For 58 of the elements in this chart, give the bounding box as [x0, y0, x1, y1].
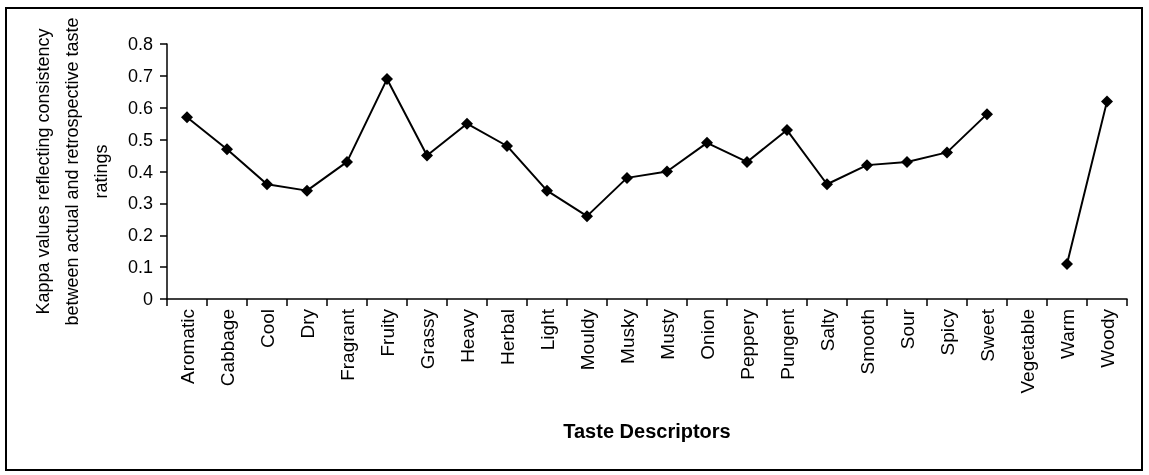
y-tick-label: 0.3 — [127, 193, 153, 214]
x-tick-label: Dry — [296, 308, 318, 339]
x-tick-label: Fruity — [376, 308, 398, 357]
point — [501, 140, 513, 152]
x-tick-label: Musky — [616, 308, 638, 364]
point — [301, 184, 313, 197]
x-tick-label: Sour — [896, 308, 918, 350]
x-tick-label: Warm — [1056, 309, 1078, 359]
point — [741, 155, 753, 168]
y-tick-label: 0.7 — [127, 65, 153, 86]
point — [581, 210, 593, 223]
point — [621, 171, 633, 184]
point — [821, 178, 833, 191]
y-tick-label: 0 — [142, 289, 153, 309]
point — [661, 165, 673, 178]
x-tick-label: Mouldy — [576, 308, 598, 371]
y-tick-label: 0.6 — [127, 97, 153, 118]
point — [341, 155, 353, 168]
point — [941, 146, 953, 159]
x-tick-label: Sweet — [976, 308, 998, 362]
x-tick-label: Grassy — [416, 308, 438, 370]
point — [181, 111, 193, 124]
point — [261, 178, 273, 191]
y-tick-label: 0.4 — [127, 161, 153, 182]
point — [1061, 257, 1073, 270]
x-tick-label: Smooth — [856, 309, 878, 375]
x-tick-label: Salty — [816, 308, 838, 352]
point — [981, 108, 993, 121]
x-tick-label: Musty — [656, 308, 678, 360]
y-axis-title: Kappa values reflecting consistency between actual and retrospective taste ratings — [32, 17, 111, 326]
point — [781, 124, 793, 137]
point — [421, 149, 433, 162]
x-tick-label: Herbal — [496, 309, 518, 365]
point — [381, 73, 393, 86]
point — [861, 159, 873, 172]
point — [461, 117, 473, 130]
x-tick-label: Light — [536, 308, 558, 351]
y-tick-label: 0.1 — [127, 257, 153, 278]
x-tick-label: Pungent — [776, 308, 798, 380]
y-tick-label: 0.5 — [127, 129, 153, 150]
x-tick-label: Heavy — [456, 308, 478, 363]
x-tick-label: Woody — [1096, 308, 1118, 368]
x-tick-label: Onion — [696, 309, 718, 360]
x-tick-label: Aromatic — [176, 309, 198, 384]
x-tick-label: Peppery — [736, 308, 758, 380]
point — [701, 136, 713, 149]
x-tick-label: Cabbage — [216, 309, 238, 387]
point — [221, 143, 233, 156]
point — [541, 184, 553, 197]
y-tick-label: 0.2 — [127, 225, 153, 246]
x-tick-label: Vegetable — [1016, 309, 1038, 394]
point — [901, 155, 913, 168]
point — [1101, 95, 1113, 108]
x-tick-label: Fragrant — [336, 308, 358, 381]
y-tick-label: 0.8 — [127, 34, 153, 54]
x-tick-label: Spicy — [936, 308, 958, 356]
x-tick-label: Cool — [256, 309, 278, 349]
x-axis-title: Taste Descriptors — [563, 420, 731, 442]
